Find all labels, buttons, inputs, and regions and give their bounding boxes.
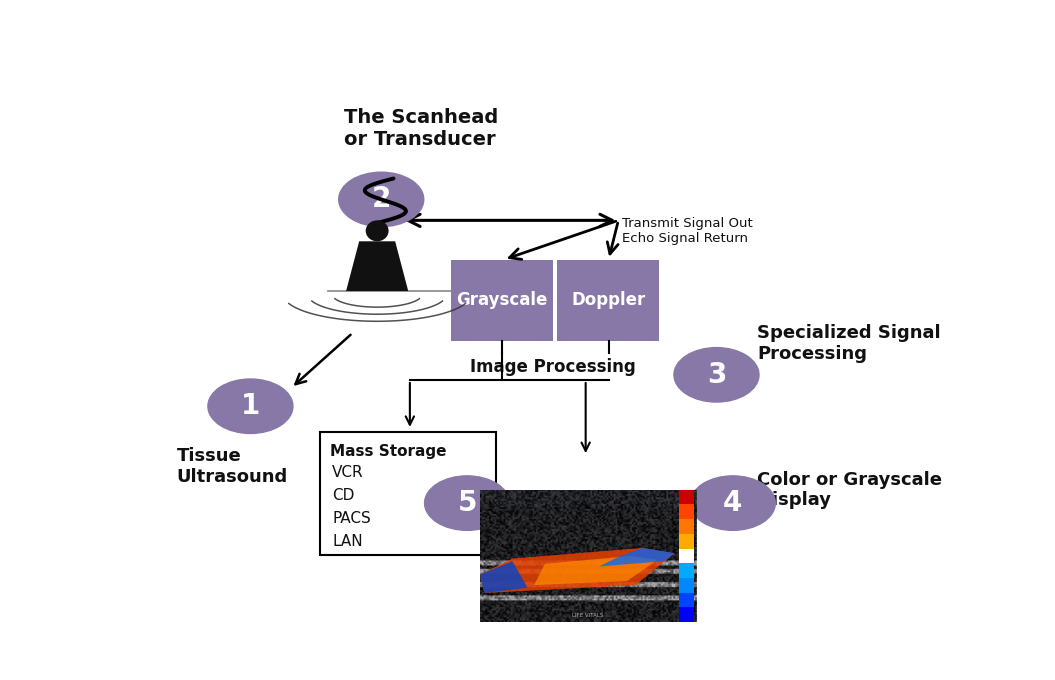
Text: Tissue
Ultrasound: Tissue Ultrasound bbox=[177, 447, 288, 486]
Text: VCR: VCR bbox=[332, 465, 364, 480]
Bar bbox=[679, 549, 694, 563]
Bar bbox=[679, 607, 694, 622]
Polygon shape bbox=[346, 241, 408, 291]
Text: 4: 4 bbox=[723, 489, 743, 517]
Text: CD: CD bbox=[332, 488, 354, 503]
Bar bbox=[679, 505, 694, 519]
Text: Transmit Signal Out
Echo Signal Return: Transmit Signal Out Echo Signal Return bbox=[622, 217, 753, 245]
Polygon shape bbox=[480, 561, 528, 593]
Bar bbox=[679, 534, 694, 549]
Text: LIFE VITALS: LIFE VITALS bbox=[573, 613, 603, 618]
Ellipse shape bbox=[366, 220, 388, 241]
Circle shape bbox=[424, 476, 510, 530]
Bar bbox=[679, 593, 694, 607]
Text: 3: 3 bbox=[707, 361, 726, 389]
Text: Image Processing: Image Processing bbox=[471, 358, 636, 376]
Text: Specialized Signal
Processing: Specialized Signal Processing bbox=[757, 324, 941, 363]
Bar bbox=[480, 490, 696, 505]
Text: 5: 5 bbox=[458, 489, 477, 517]
Bar bbox=[679, 519, 694, 534]
Polygon shape bbox=[599, 548, 675, 566]
Text: PACS: PACS bbox=[332, 511, 371, 526]
Bar bbox=[679, 563, 694, 578]
Circle shape bbox=[690, 476, 775, 530]
Circle shape bbox=[339, 172, 424, 226]
Text: LAN: LAN bbox=[332, 534, 363, 549]
Text: Mass Storage: Mass Storage bbox=[330, 444, 446, 459]
Polygon shape bbox=[480, 548, 675, 593]
Polygon shape bbox=[534, 556, 657, 585]
Circle shape bbox=[208, 379, 293, 433]
Text: 2: 2 bbox=[371, 186, 391, 214]
FancyBboxPatch shape bbox=[450, 260, 553, 341]
Bar bbox=[679, 490, 694, 505]
Text: Grayscale: Grayscale bbox=[456, 291, 548, 309]
Text: Color or Grayscale
Display: Color or Grayscale Display bbox=[757, 471, 942, 509]
Text: The Scanhead
or Transducer: The Scanhead or Transducer bbox=[344, 108, 499, 149]
FancyBboxPatch shape bbox=[557, 260, 659, 341]
Bar bbox=[679, 578, 694, 593]
Text: Doppler: Doppler bbox=[571, 291, 646, 309]
Circle shape bbox=[674, 347, 759, 402]
Text: 1: 1 bbox=[241, 392, 260, 420]
